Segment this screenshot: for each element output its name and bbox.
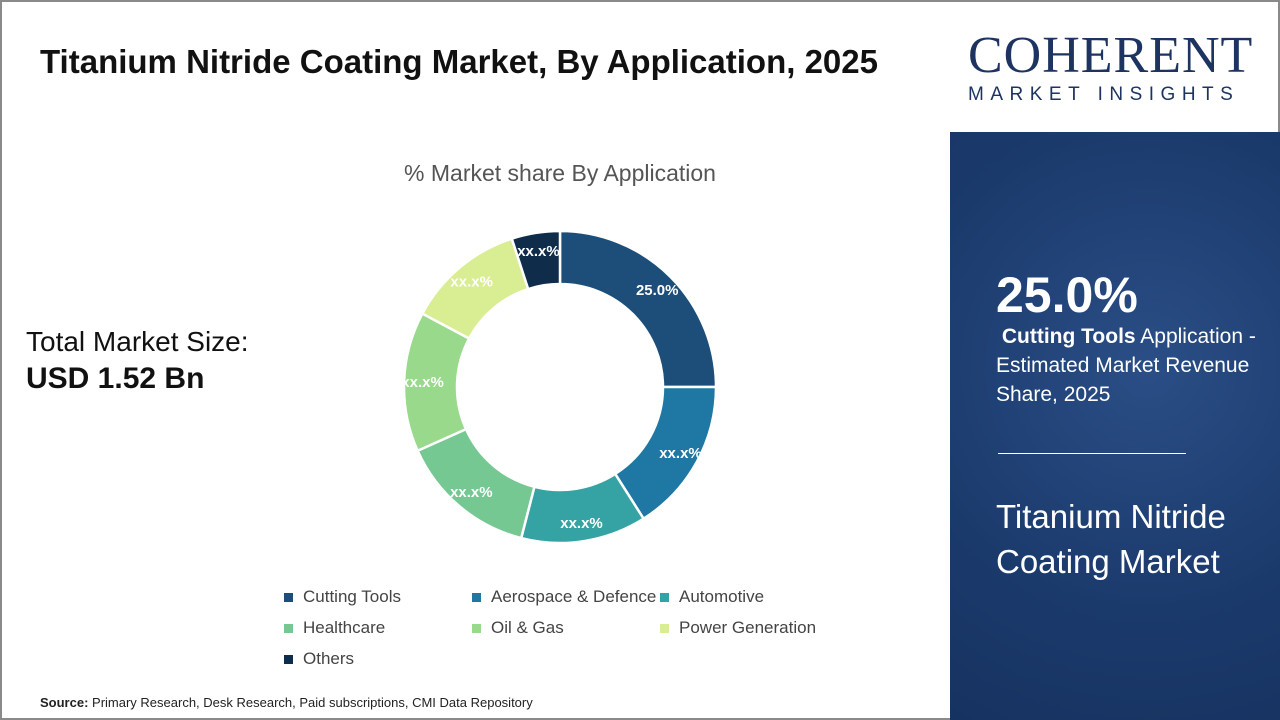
legend-swatch	[284, 592, 293, 602]
legend-item: Healthcare	[284, 617, 472, 639]
legend-label: Healthcare	[303, 618, 386, 637]
legend-item: Power Generation	[660, 617, 844, 639]
chart-title: % Market share By Application	[404, 160, 716, 186]
legend-label: Aerospace & Defence	[491, 587, 657, 606]
data-label: xx.x%	[560, 515, 603, 532]
divider	[998, 453, 1186, 454]
legend-swatch	[472, 592, 481, 602]
highlight-panel	[950, 132, 1280, 720]
legend-item: Automotive	[660, 586, 844, 608]
highlight-value: 25.0%	[996, 267, 1138, 323]
legend-label: Others	[303, 649, 355, 668]
chart-legend: Cutting Tools Aerospace & Defence Automoti…	[284, 586, 844, 670]
legend-label: Oil & Gas	[491, 618, 564, 637]
source-note: Source: Primary Research, Desk Research,…	[40, 695, 533, 710]
legend-item: Cutting Tools	[284, 586, 472, 608]
legend-swatch	[284, 623, 293, 633]
legend-label: Power Generation	[679, 618, 817, 637]
logo-tagline: MARKET INSIGHTS	[968, 84, 1240, 105]
company-logo: COHERENT MARKET INSIGHTS	[968, 30, 1268, 106]
data-label: xx.x%	[401, 374, 444, 391]
market-size-label: Total Market Size:	[26, 326, 249, 357]
highlight-description: Cutting Tools Application - Estimated Ma…	[996, 322, 1256, 409]
market-size-value: USD 1.52 Bn	[26, 362, 205, 395]
logo-name: COHERENT	[968, 27, 1254, 84]
slice-others	[510, 229, 562, 291]
data-label: xx.x%	[450, 484, 493, 501]
legend-label: Automotive	[679, 587, 765, 606]
slice-cutting-tools	[558, 229, 718, 389]
data-label: 25.0%	[636, 282, 679, 299]
legend-swatch	[660, 592, 669, 602]
source-label: Source:	[40, 695, 89, 710]
market-size: Total Market Size: USD 1.52 Bn	[26, 326, 249, 396]
data-label: xx.x%	[517, 243, 560, 260]
source-text: Primary Research, Desk Research, Paid su…	[92, 695, 533, 710]
legend-label: Cutting Tools	[303, 587, 401, 606]
legend-item: Aerospace & Defence	[472, 586, 660, 608]
legend-swatch	[660, 623, 669, 633]
data-label: xx.x%	[659, 445, 702, 462]
highlight-segment: Cutting Tools	[1001, 325, 1136, 348]
legend-swatch	[472, 623, 481, 633]
data-label: xx.x%	[450, 274, 493, 291]
market-name: Titanium Nitride Coating Market	[996, 498, 1226, 580]
page-title: Titanium Nitride Coating Market, By Appl…	[40, 43, 878, 80]
legend-item: Others	[284, 648, 472, 670]
donut-chart: 25.0% xx.x% xx.x% xx.x% xx.x% xx.x% xx.x%	[401, 229, 718, 544]
legend-item: Oil & Gas	[472, 617, 660, 639]
legend-swatch	[284, 654, 293, 664]
highlight-desc-text: Application - Estimated Market Revenue S…	[996, 325, 1256, 406]
